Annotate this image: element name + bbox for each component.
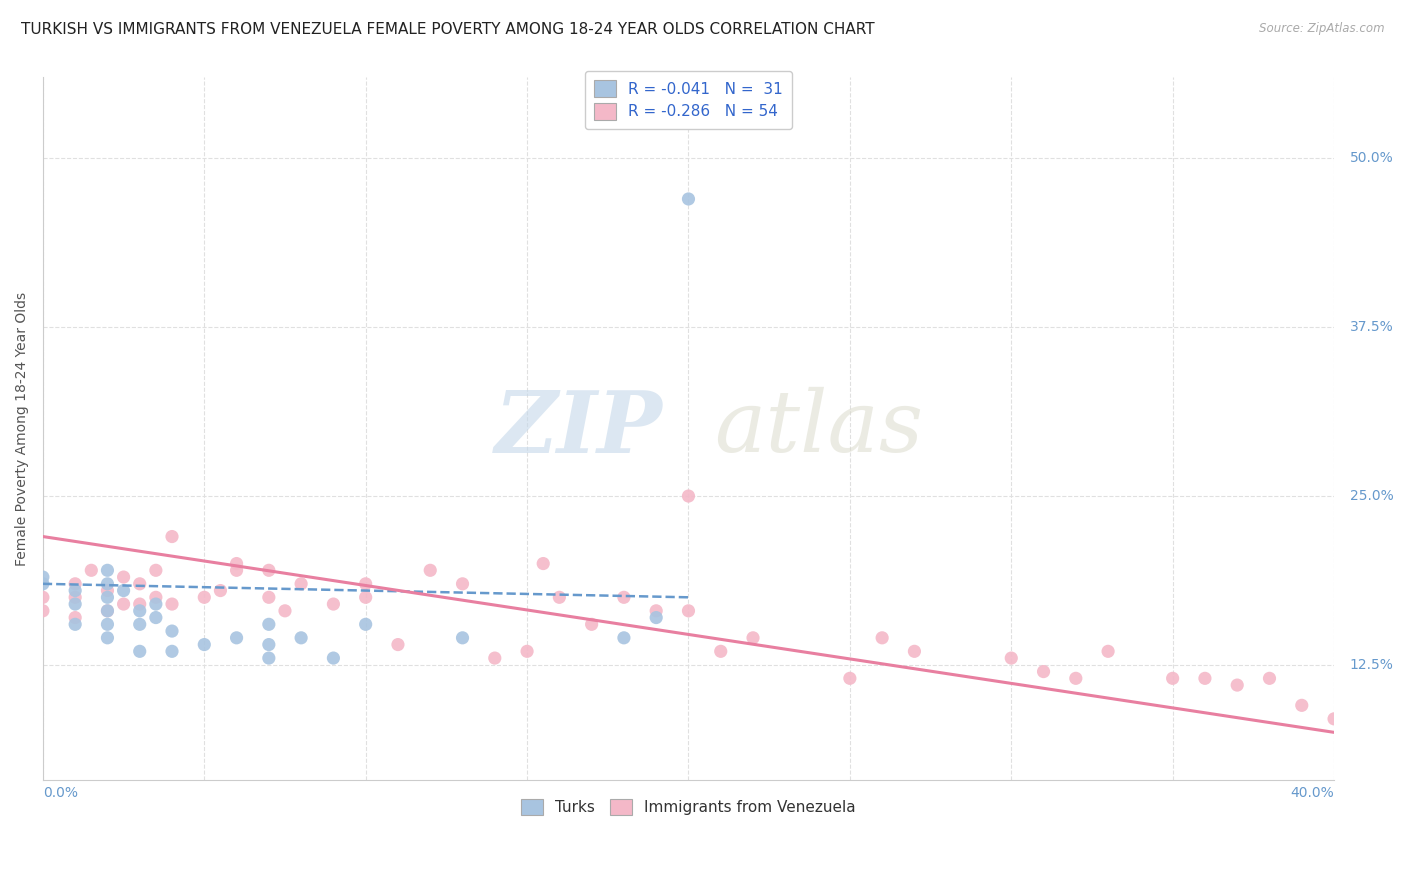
Point: [193, 591, 215, 605]
Point: [1291, 698, 1313, 713]
Point: [354, 576, 377, 591]
Point: [128, 576, 150, 591]
Point: [160, 530, 183, 544]
Point: [838, 671, 860, 685]
Point: [387, 638, 409, 652]
Point: [678, 192, 700, 206]
Point: [96, 617, 118, 632]
Text: ZIP: ZIP: [495, 387, 662, 470]
Point: [160, 644, 183, 658]
Point: [32, 591, 55, 605]
Point: [80, 563, 103, 577]
Point: [645, 604, 668, 618]
Point: [257, 617, 280, 632]
Point: [63, 583, 86, 598]
Point: [96, 591, 118, 605]
Point: [225, 563, 247, 577]
Y-axis label: Female Poverty Among 18-24 Year Olds: Female Poverty Among 18-24 Year Olds: [15, 292, 30, 566]
Point: [581, 617, 603, 632]
Point: [1226, 678, 1249, 692]
Point: [96, 563, 118, 577]
Point: [1032, 665, 1054, 679]
Point: [742, 631, 765, 645]
Point: [451, 631, 474, 645]
Point: [160, 624, 183, 638]
Point: [1097, 644, 1119, 658]
Point: [710, 644, 733, 658]
Point: [548, 591, 571, 605]
Point: [128, 644, 150, 658]
Point: [1194, 671, 1216, 685]
Point: [257, 563, 280, 577]
Point: [225, 557, 247, 571]
Point: [870, 631, 893, 645]
Point: [145, 563, 167, 577]
Point: [96, 576, 118, 591]
Text: 12.5%: 12.5%: [1350, 657, 1393, 672]
Point: [160, 597, 183, 611]
Point: [32, 576, 55, 591]
Point: [678, 489, 700, 503]
Point: [257, 651, 280, 665]
Point: [63, 610, 86, 624]
Point: [1000, 651, 1022, 665]
Legend: Turks, Immigrants from Venezuela: Turks, Immigrants from Venezuela: [512, 789, 865, 824]
Point: [516, 644, 538, 658]
Point: [96, 631, 118, 645]
Text: 37.5%: 37.5%: [1350, 320, 1393, 334]
Point: [96, 604, 118, 618]
Point: [145, 597, 167, 611]
Text: 0.0%: 0.0%: [44, 787, 77, 800]
Point: [1323, 712, 1346, 726]
Point: [112, 570, 135, 584]
Point: [128, 597, 150, 611]
Point: [613, 631, 636, 645]
Text: 50.0%: 50.0%: [1350, 152, 1393, 165]
Point: [290, 631, 312, 645]
Point: [257, 638, 280, 652]
Text: TURKISH VS IMMIGRANTS FROM VENEZUELA FEMALE POVERTY AMONG 18-24 YEAR OLDS CORREL: TURKISH VS IMMIGRANTS FROM VENEZUELA FEM…: [21, 22, 875, 37]
Point: [63, 576, 86, 591]
Point: [613, 591, 636, 605]
Point: [531, 557, 554, 571]
Point: [645, 610, 668, 624]
Point: [678, 604, 700, 618]
Point: [32, 570, 55, 584]
Point: [257, 591, 280, 605]
Point: [193, 638, 215, 652]
Point: [322, 651, 344, 665]
Point: [145, 610, 167, 624]
Point: [1258, 671, 1281, 685]
Point: [112, 597, 135, 611]
Point: [63, 597, 86, 611]
Text: atlas: atlas: [714, 387, 924, 470]
Point: [903, 644, 925, 658]
Text: Source: ZipAtlas.com: Source: ZipAtlas.com: [1260, 22, 1385, 36]
Point: [112, 583, 135, 598]
Point: [225, 631, 247, 645]
Text: 40.0%: 40.0%: [1291, 787, 1334, 800]
Point: [63, 591, 86, 605]
Text: 25.0%: 25.0%: [1350, 489, 1393, 503]
Point: [451, 576, 474, 591]
Point: [290, 576, 312, 591]
Point: [1064, 671, 1087, 685]
Point: [419, 563, 441, 577]
Point: [128, 617, 150, 632]
Point: [322, 597, 344, 611]
Point: [209, 583, 232, 598]
Point: [145, 591, 167, 605]
Point: [484, 651, 506, 665]
Point: [128, 604, 150, 618]
Point: [96, 604, 118, 618]
Point: [63, 617, 86, 632]
Point: [1161, 671, 1184, 685]
Point: [274, 604, 297, 618]
Point: [96, 583, 118, 598]
Point: [32, 604, 55, 618]
Point: [354, 617, 377, 632]
Point: [354, 591, 377, 605]
